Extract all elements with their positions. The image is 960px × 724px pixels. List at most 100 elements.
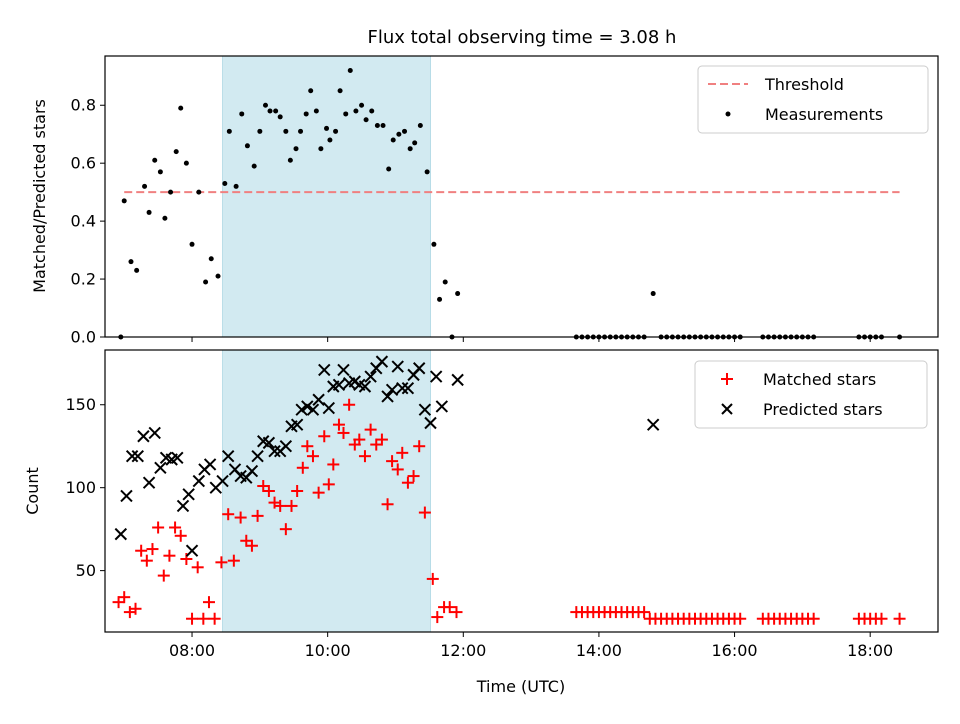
matched-star-point (251, 509, 264, 522)
predicted-star-point (337, 363, 350, 377)
measurement-point (239, 111, 245, 117)
predicted-star-point (429, 370, 443, 383)
matched-star-point (301, 440, 314, 453)
measurement-point (347, 67, 353, 73)
measurement-point (183, 160, 189, 166)
matched-star-point (375, 433, 388, 446)
predicted-star-point (358, 380, 372, 393)
matched-star-point (197, 612, 210, 625)
top-y-tick-label: 0.4 (71, 212, 96, 231)
matched-star-point (381, 498, 394, 511)
predicted-star-point (290, 418, 304, 431)
legend-matched-swatch (721, 373, 733, 385)
matched-star-point (274, 499, 287, 512)
predicted-star-point (451, 373, 464, 387)
measurement-point (298, 128, 304, 134)
predicted-star-point (171, 451, 184, 465)
bottom-axes-frame (104, 349, 939, 633)
measurement-point (650, 291, 656, 297)
x-tick-label: 08:00 (169, 641, 215, 660)
predicted-star-point (154, 461, 167, 474)
top-y-axis-label: Matched/Predicted stars (30, 99, 49, 293)
matched-star-point (306, 450, 319, 463)
top-y-tick-label: 0.0 (71, 328, 96, 347)
legend-predicted-swatch (721, 403, 733, 415)
measurement-point (424, 169, 430, 175)
matched-star-point (208, 612, 221, 625)
predicted-star-point (137, 430, 150, 443)
predicted-star-point (424, 416, 437, 430)
measurement-point (208, 256, 214, 262)
predicted-star-point (301, 400, 314, 413)
matched-star-point (215, 556, 228, 569)
bottom-legend-box (694, 360, 928, 429)
predicted-star-point (142, 476, 156, 489)
predicted-star-point (216, 474, 229, 488)
predicted-star-point (251, 449, 264, 463)
matched-star-point (418, 506, 431, 519)
measurement-point (173, 149, 179, 155)
measurement-point (431, 241, 437, 247)
matched-star-point (364, 423, 377, 436)
measurement-point (455, 291, 461, 297)
measurement-point (442, 279, 448, 285)
matched-star-point (443, 601, 456, 614)
predicted-star-point (391, 360, 404, 373)
predicted-star-point (203, 458, 217, 471)
predicted-star-point (176, 499, 190, 513)
measurement-point (273, 108, 279, 114)
measurement-point (369, 108, 375, 114)
measurement-point (203, 279, 209, 285)
measurement-point (363, 117, 369, 123)
x-tick-label: 18:00 (847, 641, 893, 660)
measurement-point (267, 108, 273, 114)
matched-star-point (407, 470, 420, 483)
figure-title: Flux total observing time = 3.08 h (368, 27, 677, 48)
predicted-star-point (396, 381, 409, 395)
predicted-star-point (279, 440, 293, 453)
x-tick-label: 12:00 (440, 641, 486, 660)
matched-star-point (413, 440, 426, 453)
predicted-star-point (262, 436, 276, 450)
predicted-star-point (125, 449, 139, 463)
matched-star-point (262, 485, 275, 497)
measurement-point (390, 137, 396, 143)
measurement-point (417, 123, 423, 129)
measurement-point (134, 267, 140, 273)
predicted-star-point (646, 418, 660, 431)
measurement-point (277, 114, 283, 120)
measurement-point (142, 183, 148, 189)
top-y-tick-label: 0.6 (71, 154, 96, 173)
measurement-point (222, 180, 228, 186)
top-y-tick-label: 0.2 (71, 270, 96, 289)
matched-star-point (332, 418, 345, 431)
matched-star-point (318, 430, 331, 443)
predicted-star-point (401, 381, 415, 395)
matched-star-point (426, 572, 439, 585)
bottom-data-layer (112, 355, 906, 625)
legend-measurements-label: Measurements (765, 105, 883, 124)
matched-star-point (353, 433, 366, 446)
matched-star-point (152, 521, 165, 534)
predicted-star-point (268, 444, 281, 458)
measurement-point (168, 189, 174, 195)
predicted-star-point (182, 488, 195, 501)
measurement-point (303, 111, 309, 117)
matched-star-point (401, 476, 414, 489)
bottom-axes-ticks: 50 100 150 08:00 10:00 12:00 14:00 16:00 18:00 (65, 395, 893, 660)
matched-star-point (875, 612, 888, 625)
predicted-star-point (120, 489, 133, 503)
matched-star-point (396, 446, 409, 459)
measurement-point (162, 215, 168, 221)
measurement-point (121, 198, 127, 204)
matched-star-point (358, 450, 371, 463)
top-legend: Threshold Measurements (697, 65, 929, 134)
bottom-y-tick-label: 150 (65, 395, 96, 414)
measurement-point (359, 102, 365, 108)
measurement-point (343, 111, 349, 117)
matched-star-point (734, 612, 747, 625)
measurement-point (244, 143, 250, 149)
matched-star-point (285, 499, 298, 512)
matched-star-point (343, 398, 356, 411)
matched-star-point (227, 554, 240, 567)
